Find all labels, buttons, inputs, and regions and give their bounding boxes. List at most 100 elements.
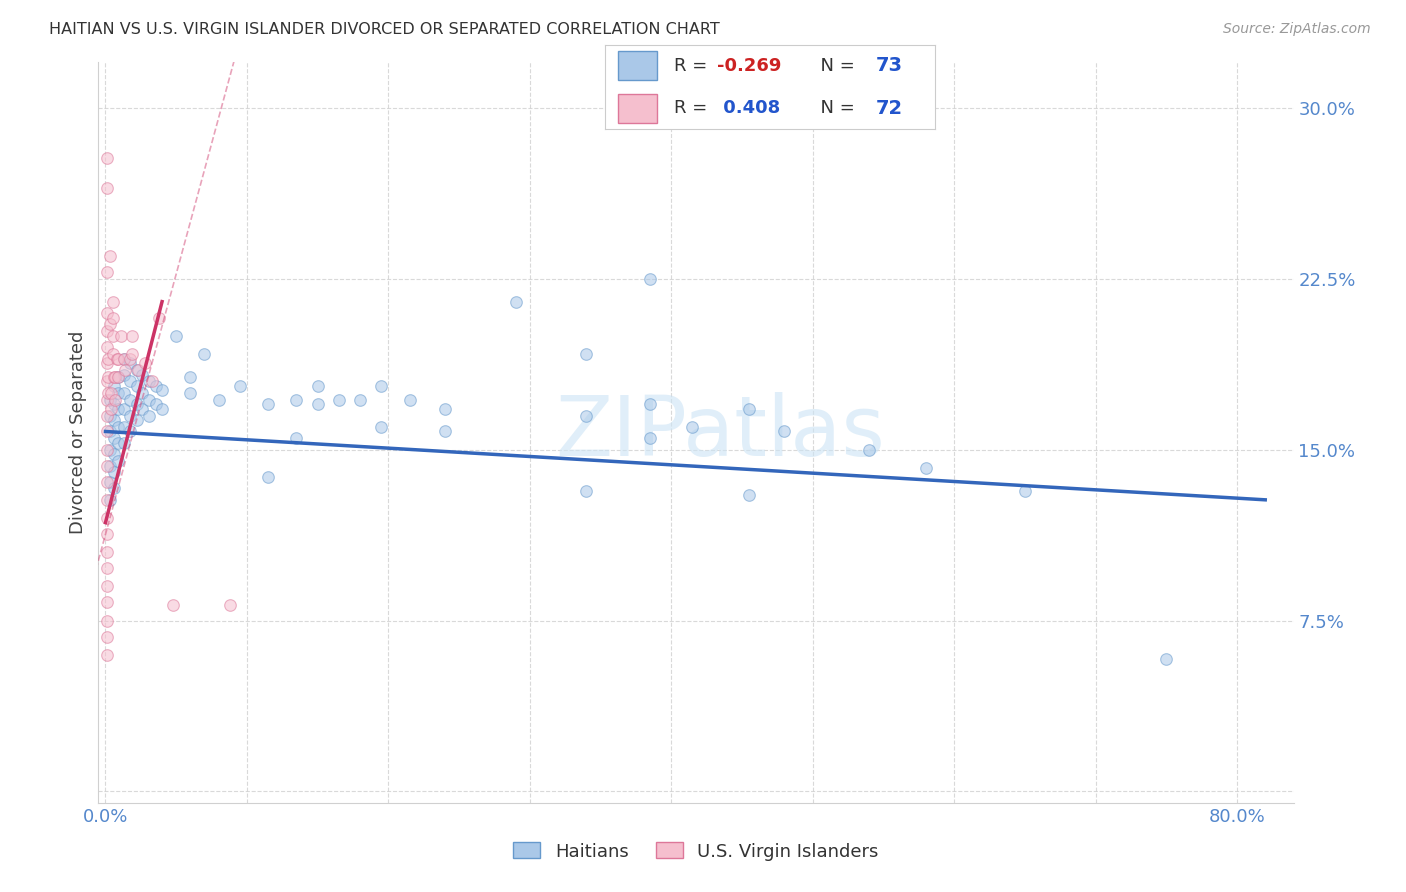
Point: [96, 392, 118, 407]
Point: [179, 369, 201, 384]
Point: [131, 385, 153, 400]
Point: [96, 630, 118, 644]
Point: [96, 151, 118, 165]
Point: [101, 328, 124, 343]
Text: 0.408: 0.408: [717, 99, 780, 117]
Point: [575, 347, 598, 361]
Point: [150, 401, 173, 416]
Point: [121, 328, 143, 343]
Point: [125, 413, 148, 427]
Point: [145, 379, 167, 393]
Point: [433, 401, 456, 416]
Point: [100, 385, 122, 400]
Point: [105, 351, 128, 366]
Point: [96, 324, 118, 338]
Point: [1154, 652, 1177, 666]
Point: [96, 265, 118, 279]
Point: [370, 379, 392, 393]
Point: [96, 458, 118, 473]
Point: [125, 363, 148, 377]
Point: [98, 392, 121, 407]
Point: [96, 425, 118, 439]
Point: [131, 368, 153, 382]
Point: [107, 385, 129, 400]
Point: [96, 375, 118, 389]
Point: [100, 401, 122, 416]
Text: -0.269: -0.269: [717, 57, 782, 75]
Point: [575, 483, 598, 498]
Point: [104, 392, 127, 407]
Point: [103, 379, 125, 393]
Point: [98, 318, 121, 332]
Point: [398, 392, 420, 407]
Point: [107, 454, 129, 468]
Point: [96, 409, 118, 423]
Point: [112, 351, 135, 366]
Point: [145, 397, 167, 411]
Point: [681, 420, 703, 434]
Point: [112, 420, 135, 434]
Point: [138, 392, 160, 407]
Point: [179, 385, 201, 400]
Point: [138, 409, 160, 423]
Point: [638, 431, 661, 445]
Point: [118, 375, 141, 389]
Point: [96, 545, 118, 559]
Point: [370, 420, 392, 434]
Point: [219, 598, 242, 612]
Point: [96, 579, 118, 593]
Point: [433, 425, 456, 439]
Point: [101, 347, 124, 361]
Point: [575, 409, 598, 423]
Point: [103, 431, 125, 445]
Point: [96, 306, 118, 320]
Text: ZIPatlas: ZIPatlas: [555, 392, 884, 473]
Point: [858, 442, 880, 457]
Point: [138, 375, 160, 389]
Text: Source: ZipAtlas.com: Source: ZipAtlas.com: [1223, 22, 1371, 37]
Point: [103, 413, 125, 427]
Point: [229, 379, 252, 393]
FancyBboxPatch shape: [617, 52, 658, 80]
Point: [208, 392, 231, 407]
Point: [118, 425, 141, 439]
Point: [98, 492, 121, 507]
Point: [125, 397, 148, 411]
Point: [738, 488, 761, 502]
Text: 73: 73: [876, 56, 903, 75]
Point: [112, 351, 135, 366]
Point: [97, 351, 120, 366]
Point: [285, 431, 308, 445]
Point: [103, 482, 125, 496]
Text: N =: N =: [810, 57, 860, 75]
Point: [98, 442, 121, 457]
Point: [118, 356, 141, 370]
Point: [103, 369, 125, 384]
Point: [112, 401, 135, 416]
Point: [914, 461, 936, 475]
Point: [107, 369, 129, 384]
Text: N =: N =: [810, 99, 860, 117]
Point: [98, 458, 121, 473]
Point: [98, 425, 121, 439]
Point: [193, 347, 215, 361]
Point: [773, 425, 796, 439]
Point: [257, 470, 280, 484]
Point: [150, 384, 173, 398]
Y-axis label: Divorced or Separated: Divorced or Separated: [69, 331, 87, 534]
Point: [349, 392, 371, 407]
Point: [1014, 483, 1036, 498]
Point: [103, 466, 125, 480]
Point: [165, 328, 187, 343]
Point: [98, 249, 121, 263]
Point: [96, 527, 118, 541]
Text: HAITIAN VS U.S. VIRGIN ISLANDER DIVORCED OR SEPARATED CORRELATION CHART: HAITIAN VS U.S. VIRGIN ISLANDER DIVORCED…: [49, 22, 720, 37]
FancyBboxPatch shape: [617, 94, 658, 122]
Point: [110, 328, 132, 343]
Point: [97, 385, 120, 400]
Point: [112, 385, 135, 400]
Point: [114, 363, 136, 377]
Point: [162, 598, 184, 612]
Point: [96, 475, 118, 489]
Point: [307, 397, 329, 411]
